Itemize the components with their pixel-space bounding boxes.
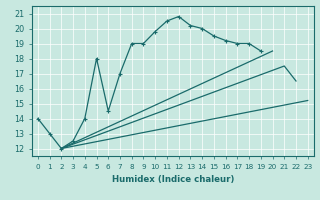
X-axis label: Humidex (Indice chaleur): Humidex (Indice chaleur) (112, 175, 234, 184)
